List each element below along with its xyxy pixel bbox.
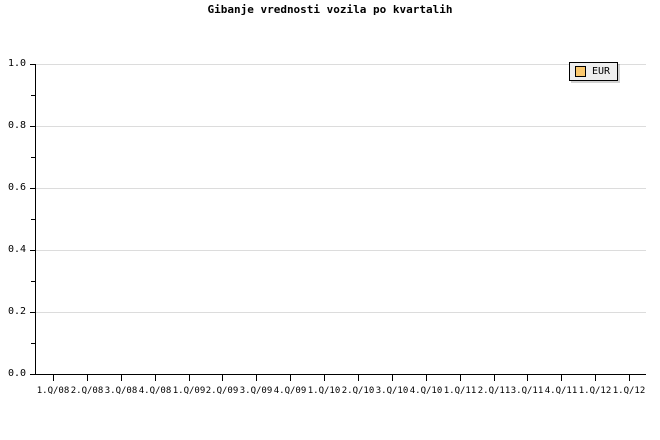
x-axis-label: 4.Q/11 xyxy=(544,386,578,396)
x-axis-tick xyxy=(155,375,156,381)
x-axis-tick xyxy=(392,375,393,381)
x-axis-tick xyxy=(87,375,88,381)
x-axis-tick xyxy=(290,375,291,381)
chart-legend[interactable]: EUR xyxy=(569,62,619,81)
legend-label-eur: EUR xyxy=(592,66,611,77)
x-axis-label: 3.Q/11 xyxy=(510,386,544,396)
y-axis-minor-tick xyxy=(31,219,36,220)
x-axis-label: 2.Q/11 xyxy=(477,386,511,396)
x-axis-tick xyxy=(595,375,596,381)
x-axis-tick xyxy=(358,375,359,381)
x-axis-label: 1.Q/12 xyxy=(578,386,612,396)
x-axis-tick xyxy=(189,375,190,381)
y-axis-minor-tick xyxy=(31,281,36,282)
x-axis-label: 2.Q/10 xyxy=(341,386,375,396)
x-axis-tick xyxy=(53,375,54,381)
legend-swatch-eur-icon xyxy=(575,66,586,77)
y-axis-tick xyxy=(30,374,36,375)
y-axis-minor-tick xyxy=(31,343,36,344)
y-axis-label: 0.8 xyxy=(7,120,26,131)
x-axis-tick xyxy=(222,375,223,381)
y-axis-minor-tick xyxy=(31,157,36,158)
gridline xyxy=(36,312,646,313)
x-axis-label: 3.Q/09 xyxy=(239,386,273,396)
gridline xyxy=(36,188,646,189)
chart-title: Gibanje vrednosti vozila po kvartalih xyxy=(207,3,453,16)
y-axis-label: 1.0 xyxy=(7,58,26,69)
gridline xyxy=(36,126,646,127)
x-axis-label: 1.Q/08 xyxy=(36,386,70,396)
gridline xyxy=(36,64,646,65)
x-axis-label: 4.Q/08 xyxy=(138,386,172,396)
x-axis-tick xyxy=(324,375,325,381)
x-axis-label: 1.Q/09 xyxy=(172,386,206,396)
y-axis-label: 0.2 xyxy=(7,306,26,317)
x-axis-tick xyxy=(629,375,630,381)
x-axis-tick xyxy=(426,375,427,381)
y-axis-tick xyxy=(30,126,36,127)
x-axis-tick xyxy=(256,375,257,381)
y-axis-tick xyxy=(30,64,36,65)
y-axis-tick xyxy=(30,312,36,313)
x-axis-label: 1.Q/10 xyxy=(307,386,341,396)
x-axis-tick xyxy=(561,375,562,381)
x-axis-tick xyxy=(527,375,528,381)
y-axis-label: 0.0 xyxy=(7,368,26,379)
x-axis-tick xyxy=(494,375,495,381)
y-axis-label: 0.6 xyxy=(7,182,26,193)
x-axis-label: 3.Q/10 xyxy=(375,386,409,396)
x-axis-label: 2.Q/09 xyxy=(205,386,239,396)
plot-area xyxy=(36,64,646,374)
gridline xyxy=(36,250,646,251)
y-axis-tick xyxy=(30,188,36,189)
x-axis-line xyxy=(35,374,646,375)
y-axis-label: 0.4 xyxy=(7,244,26,255)
y-axis-minor-tick xyxy=(31,95,36,96)
x-axis-label: 1.Q/12 xyxy=(612,386,646,396)
x-axis-label: 2.Q/08 xyxy=(70,386,104,396)
x-axis-label: 4.Q/10 xyxy=(409,386,443,396)
x-axis-label: 1.Q/11 xyxy=(443,386,477,396)
x-axis-tick xyxy=(460,375,461,381)
x-axis-tick xyxy=(121,375,122,381)
x-axis-label: 4.Q/09 xyxy=(273,386,307,396)
y-axis-tick xyxy=(30,250,36,251)
x-axis-label: 3.Q/08 xyxy=(104,386,138,396)
